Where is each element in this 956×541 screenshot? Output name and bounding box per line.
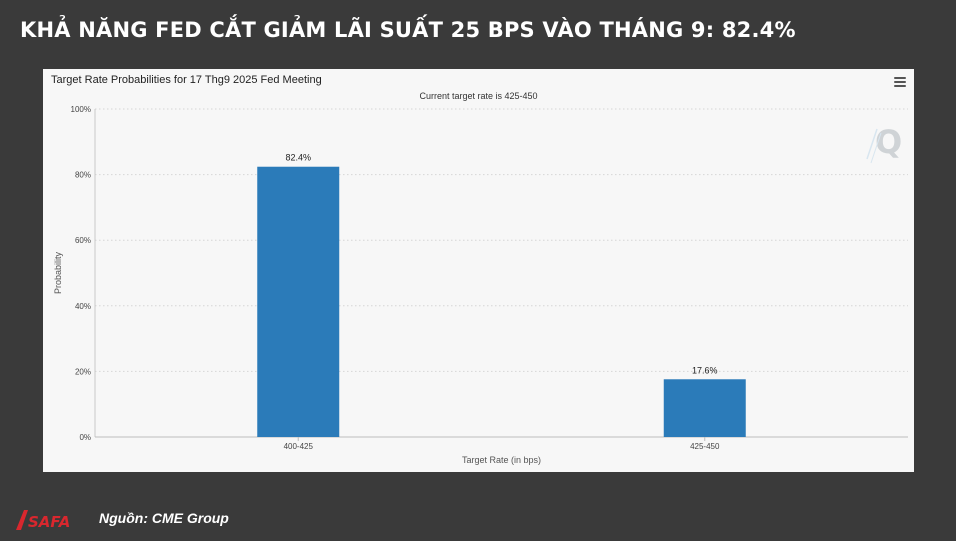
safa-logo: SAFA — [16, 510, 70, 531]
data-label: 17.6% — [692, 365, 718, 375]
svg-text:Q: Q — [875, 123, 902, 161]
y-tick-label: 40% — [75, 302, 91, 311]
footer-source: Nguồn: CME Group — [99, 510, 229, 526]
y-tick-label: 60% — [75, 236, 91, 245]
y-tick-label: 100% — [71, 105, 91, 114]
data-label: 82.4% — [285, 153, 311, 163]
chart-title: Target Rate Probabilities for 17 Thg9 20… — [51, 74, 322, 86]
bar-chart: 0% 20% 40% 60% 80% 100% 82.4% 400-425 17.6% 425-4… — [53, 105, 908, 465]
hamburger-menu-icon[interactable] — [894, 77, 906, 87]
quikstrike-watermark-icon: Q — [866, 123, 902, 164]
y-axis-title: Probability — [53, 251, 63, 294]
y-tick-label: 20% — [75, 367, 91, 376]
headline: KHẢ NĂNG FED CẮT GIẢM LÃI SUẤT 25 BPS VÀ… — [20, 18, 796, 42]
y-tick-label: 80% — [75, 171, 91, 180]
chart-subtitle: Current target rate is 425-450 — [419, 91, 538, 101]
svg-text:SAFA: SAFA — [28, 513, 70, 531]
x-tick-label: 400-425 — [284, 442, 314, 451]
x-axis-title: Target Rate (in bps) — [462, 455, 541, 465]
chart-card: 0% 20% 40% 60% 80% 100% 82.4% 400-425 17.6% 425-4… — [43, 69, 914, 472]
y-tick-label: 0% — [79, 433, 91, 442]
bar-400-425 — [257, 166, 340, 437]
bar-425-450 — [663, 379, 746, 437]
x-tick-label: 425-450 — [690, 442, 720, 451]
